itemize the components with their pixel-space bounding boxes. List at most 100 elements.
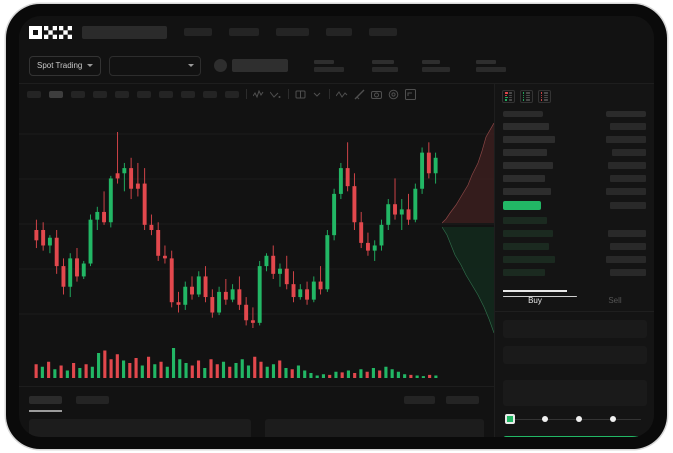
orderbook-ask-amount <box>610 123 646 130</box>
orderbook-bid-row[interactable] <box>503 256 555 263</box>
order-book[interactable] <box>495 109 654 299</box>
orderbook-mode-asks[interactable] <box>538 90 551 103</box>
bottom-action-2[interactable] <box>446 396 479 404</box>
orderbook-header-amount <box>606 111 646 117</box>
bottom-action-1[interactable] <box>404 396 435 404</box>
interval-1[interactable] <box>27 90 41 98</box>
tab-sell[interactable]: Sell <box>575 290 654 311</box>
stat-low-24h <box>422 59 451 72</box>
volume-chart-svg <box>34 348 438 378</box>
candlestick-chart-svg <box>19 132 494 328</box>
coin-avatar <box>214 59 228 72</box>
orderbook-bid-row[interactable] <box>503 269 545 276</box>
order-total-field[interactable] <box>503 380 647 406</box>
orderbook-ask-row[interactable] <box>503 136 555 143</box>
orderbook-bid-row[interactable] <box>503 217 547 224</box>
orderbook-spread-price <box>503 201 541 210</box>
slider-step-50[interactable] <box>576 415 582 422</box>
orderbook-scrollbar[interactable] <box>503 295 577 297</box>
nav-item-4[interactable] <box>326 28 352 36</box>
orderbook-mode-bids[interactable] <box>520 90 533 103</box>
orderbook-bid-row[interactable] <box>503 230 553 237</box>
camera-icon[interactable] <box>371 89 382 100</box>
volume-series <box>34 348 438 378</box>
chevron-down-icon[interactable] <box>312 90 322 99</box>
slider-track <box>509 418 641 420</box>
orderbook-header-price <box>503 111 543 117</box>
tab-buy[interactable]: Buy <box>495 290 575 311</box>
interval-8[interactable] <box>181 90 195 98</box>
bottom-panel <box>19 386 494 437</box>
stat-high-24h <box>372 59 399 72</box>
interval-10[interactable] <box>225 90 239 98</box>
orderbook-bid-row[interactable] <box>503 243 549 250</box>
right-sidebar: Buy Sell <box>494 84 654 437</box>
interval-9[interactable] <box>203 90 217 98</box>
toolbar-divider <box>288 89 289 99</box>
chart-toolbar <box>19 84 494 104</box>
trading-mode-label: Spot Trading <box>37 61 83 70</box>
orderbook-spread-amount <box>610 202 646 209</box>
buy-tab-underline <box>503 290 567 292</box>
candle-series <box>34 132 438 328</box>
okx-logo[interactable] <box>29 25 73 39</box>
candlestick-chart[interactable] <box>19 104 494 344</box>
orderbook-ask-row[interactable] <box>503 188 551 195</box>
nav-item-3[interactable] <box>276 28 309 36</box>
order-amount-field[interactable] <box>503 346 647 364</box>
bottom-panel-right <box>265 419 484 437</box>
interval-6[interactable] <box>137 90 151 98</box>
settings-icon[interactable] <box>388 89 399 100</box>
orderbook-ask-row[interactable] <box>503 149 547 156</box>
active-tab-underline <box>29 410 62 412</box>
orderbook-ask-amount <box>612 149 646 156</box>
chevron-down-icon <box>87 64 94 67</box>
measure-icon[interactable] <box>354 89 365 100</box>
nav-item-5[interactable] <box>369 28 397 36</box>
tab-sell-label: Sell <box>608 296 622 305</box>
orderbook-ask-amount <box>606 136 646 143</box>
orderbook-bid-amount <box>610 243 646 250</box>
ticker-bar: Spot Trading <box>19 48 654 84</box>
template-icon[interactable] <box>295 90 306 99</box>
interval-7[interactable] <box>159 90 173 98</box>
line-icon[interactable] <box>336 90 348 99</box>
orderbook-mode-toggles <box>495 84 654 103</box>
compare-icon[interactable] <box>270 90 281 99</box>
orderbook-ask-row[interactable] <box>503 162 553 169</box>
toolbar-divider <box>329 89 330 99</box>
app-screen: Spot Trading <box>19 16 654 437</box>
tab-order-history[interactable] <box>76 396 109 404</box>
interval-5[interactable] <box>115 90 129 98</box>
interval-4[interactable] <box>93 90 107 98</box>
fullscreen-icon[interactable] <box>405 88 416 100</box>
orderbook-ask-row[interactable] <box>503 123 549 130</box>
tab-open-orders[interactable] <box>29 396 62 404</box>
submit-buy-button[interactable] <box>503 436 647 437</box>
orderbook-ask-amount <box>608 162 646 169</box>
slider-step-75[interactable] <box>610 415 616 422</box>
orderbook-bid-amount <box>606 256 646 263</box>
trading-mode-select[interactable]: Spot Trading <box>29 55 102 76</box>
slider-handle[interactable] <box>505 414 515 424</box>
orderbook-ask-row[interactable] <box>503 175 545 182</box>
trading-pair-select[interactable] <box>109 55 202 76</box>
search-input[interactable] <box>82 25 167 39</box>
order-price-field[interactable] <box>503 320 647 338</box>
nav-item-1[interactable] <box>184 28 212 36</box>
toolbar-divider <box>246 89 247 99</box>
indicator-icon[interactable] <box>253 89 264 99</box>
chart-gridlines <box>19 133 494 315</box>
last-price <box>232 59 289 72</box>
interval-3[interactable] <box>71 90 85 98</box>
interval-2[interactable] <box>49 90 63 98</box>
stat-change-24h <box>314 59 345 72</box>
order-amount-slider[interactable] <box>505 414 645 424</box>
tab-buy-label: Buy <box>528 296 542 305</box>
orderbook-mode-both[interactable] <box>502 90 515 103</box>
orderbook-ask-amount <box>610 175 646 182</box>
volume-chart <box>19 338 494 386</box>
slider-step-25[interactable] <box>542 415 548 422</box>
orderbook-ask-amount <box>606 188 646 195</box>
nav-item-2[interactable] <box>229 28 259 36</box>
